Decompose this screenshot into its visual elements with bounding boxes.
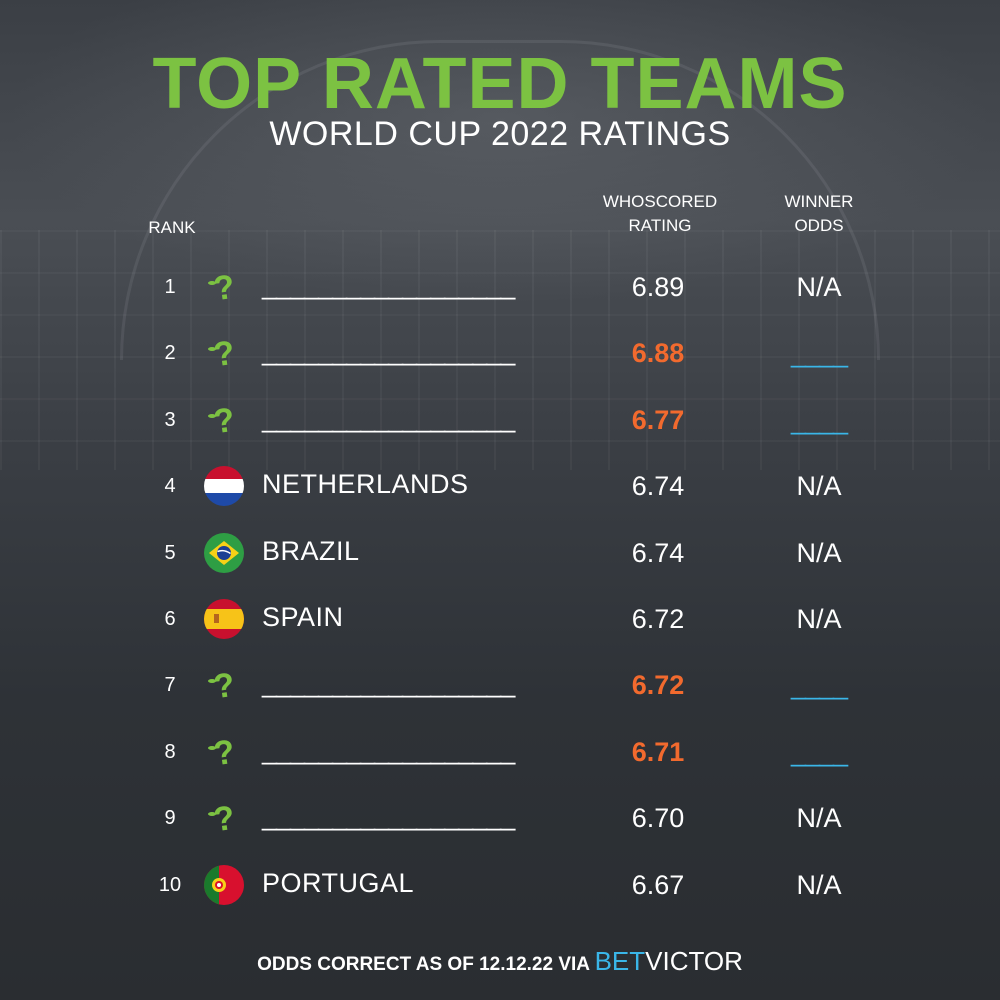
footer: ODDS CORRECT AS OF 12.12.22 VIA BETVICTO… xyxy=(0,944,1000,982)
svg-text:?: ? xyxy=(211,799,237,839)
odds-value: N/A xyxy=(796,537,842,568)
odds-value: ____ xyxy=(790,670,848,701)
table-row: 2? __________________ 6.88 ____ xyxy=(0,320,1000,386)
rank-number: 3 xyxy=(164,408,176,431)
team-name: __________________ xyxy=(262,734,515,765)
odds-value: ____ xyxy=(790,404,848,435)
team-name: NETHERLANDS xyxy=(262,469,469,500)
rank-number: 6 xyxy=(164,607,176,630)
svg-text:?: ? xyxy=(211,401,237,441)
team-name: __________________ xyxy=(262,668,515,699)
team-name: SPAIN xyxy=(262,601,344,632)
rank-number: 7 xyxy=(164,674,176,697)
rating-value: 6.70 xyxy=(631,803,685,834)
spain-flag-icon xyxy=(203,598,245,640)
odds-value: N/A xyxy=(796,869,842,900)
table-row: 4 NETHERLANDS 6.74 N/A xyxy=(0,453,1000,519)
stadium-roof xyxy=(0,230,1000,470)
rank-number: 4 xyxy=(164,475,176,498)
footer-text: ODDS CORRECT AS OF 12.12.22 VIA xyxy=(257,954,590,975)
team-name: PORTUGAL xyxy=(262,867,415,898)
table-row: 1? __________________ 6.89 N/A xyxy=(0,254,1000,320)
question-mark-icon: ? xyxy=(203,731,245,773)
rank-number: 2 xyxy=(164,342,176,365)
rank-number: 9 xyxy=(164,807,176,830)
rating-value: 6.67 xyxy=(631,869,685,900)
team-name: __________________ xyxy=(262,402,515,433)
rating-value: 6.74 xyxy=(631,471,685,502)
brand-logo-bet: BET xyxy=(594,946,646,976)
ratings-table: 1? __________________ 6.89 N/A 2? ___________… xyxy=(0,254,1000,918)
rating-header-line1: WHOSCORED xyxy=(602,192,718,211)
rank-number: 10 xyxy=(158,873,182,896)
svg-text:?: ? xyxy=(211,732,237,772)
odds-value: N/A xyxy=(796,471,842,502)
question-mark-icon: ? xyxy=(203,797,245,839)
table-row: 7? __________________ 6.72 ____ xyxy=(0,652,1000,718)
team-name: __________________ xyxy=(262,801,515,832)
question-mark-icon: ? xyxy=(203,266,245,308)
rating-value: 6.77 xyxy=(631,404,685,435)
netherlands-flag-icon xyxy=(203,465,245,507)
question-mark-icon: ? xyxy=(203,399,245,441)
svg-text:?: ? xyxy=(211,666,237,706)
rank-number: 5 xyxy=(164,541,176,564)
odds-value: ____ xyxy=(790,736,848,767)
table-row: 8? __________________ 6.71 ____ xyxy=(0,719,1000,785)
rating-value: 6.72 xyxy=(631,670,685,701)
rating-column-header: WHOSCORED RATING xyxy=(575,190,745,238)
svg-text:?: ? xyxy=(211,268,237,308)
team-name: __________________ xyxy=(262,336,515,367)
brand-logo-victor: VICTOR xyxy=(645,946,743,976)
table-row: 10 PORTUGAL 6.67 N/A xyxy=(0,852,1000,918)
rating-value: 6.74 xyxy=(631,537,685,568)
rating-header-line2: RATING xyxy=(628,216,692,235)
rank-column-header: RANK xyxy=(148,218,196,237)
odds-value: ____ xyxy=(790,338,848,369)
table-row: 9? __________________ 6.70 N/A xyxy=(0,785,1000,851)
page-subtitle: WORLD CUP 2022 RATINGS xyxy=(269,115,731,153)
odds-value: N/A xyxy=(796,272,842,302)
odds-header-line2: ODDS xyxy=(794,216,844,235)
page-title: TOP RATED TEAMS xyxy=(152,44,848,124)
question-mark-icon: ? xyxy=(203,332,245,375)
odds-value: N/A xyxy=(796,803,842,834)
rating-value: 6.71 xyxy=(631,736,685,767)
rank-number: 1 xyxy=(164,276,176,298)
odds-header-line1: WINNER xyxy=(784,192,854,211)
odds-value: N/A xyxy=(796,603,842,634)
rating-value: 6.88 xyxy=(631,338,685,369)
team-name: __________________ xyxy=(262,270,515,300)
table-row: 6 SPAIN 6.72 N/A xyxy=(0,586,1000,652)
team-name: BRAZIL xyxy=(262,535,360,566)
rank-number: 8 xyxy=(164,740,176,763)
table-row: 5 BRAZIL 6.74 N/A xyxy=(0,520,1000,586)
odds-column-header: WINNER ODDS xyxy=(758,190,880,238)
rating-value: 6.89 xyxy=(631,272,685,302)
rating-value: 6.72 xyxy=(631,603,685,634)
question-mark-icon: ? xyxy=(203,664,245,707)
brazil-flag-icon xyxy=(203,532,245,574)
svg-text:?: ? xyxy=(211,334,237,374)
portugal-flag-icon xyxy=(203,864,245,906)
table-row: 3? __________________ 6.77 ____ xyxy=(0,387,1000,453)
